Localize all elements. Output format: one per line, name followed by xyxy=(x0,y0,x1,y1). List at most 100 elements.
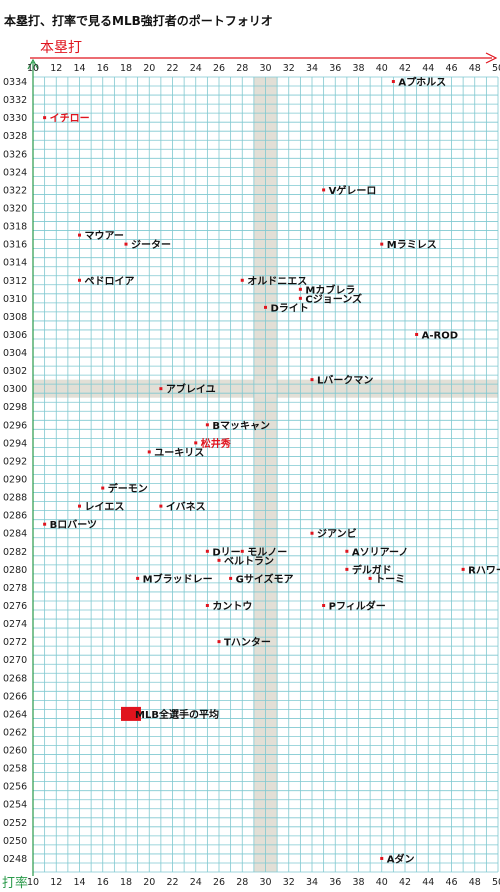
x-tick-label: 20 xyxy=(143,877,155,888)
data-point xyxy=(310,531,314,535)
y-tick-label: 0334 xyxy=(3,77,27,88)
data-point xyxy=(264,305,267,309)
point-label: Mラミレス xyxy=(387,239,437,251)
data-point xyxy=(43,116,47,120)
x-tick-label: 16 xyxy=(97,877,109,888)
data-point xyxy=(78,233,81,237)
point-label: Cジョーンズ xyxy=(305,292,362,305)
point-label: Vゲレーロ xyxy=(329,184,377,197)
y-tick-label: 0328 xyxy=(3,131,27,142)
data-point xyxy=(205,423,209,427)
y-tick-label: 0272 xyxy=(3,637,27,648)
data-point xyxy=(136,576,140,580)
data-point xyxy=(205,603,209,607)
x-tick-labels-top: 10 12 14 16 18 20 22 24 26 28 30 32 34 36 38 40 42 44 46 48… xyxy=(27,63,500,74)
data-point xyxy=(217,640,221,644)
y-tick-label: 0254 xyxy=(3,800,27,811)
y-tick-label: 0326 xyxy=(3,149,27,160)
x-tick-label: 26 xyxy=(213,877,225,888)
y-tick-label: 0278 xyxy=(3,583,27,594)
data-point xyxy=(124,242,128,246)
data-point xyxy=(368,576,372,580)
chart-title: 本塁打、打率で見るMLB強打者のポートフォリオ xyxy=(4,14,273,28)
x-tick-label: 46 xyxy=(445,877,457,888)
point-label: ジアンビ xyxy=(317,527,357,540)
point-label: Lバークマン xyxy=(317,375,373,387)
y-tick-label: 0268 xyxy=(3,673,27,684)
y-tick-labels: 0334 0332 0330 0328 0326 0324 0322 0320 0318 0316… xyxy=(3,77,27,865)
y-tick-label: 0264 xyxy=(3,709,27,720)
point-label: モルノー xyxy=(247,547,287,558)
point-label: トーミ xyxy=(375,573,405,585)
data-point xyxy=(159,387,163,391)
point-label: Gサイズモア xyxy=(236,572,294,585)
y-tick-label: 0280 xyxy=(3,565,27,576)
data-point xyxy=(43,522,47,526)
point-label: ペドロイア xyxy=(85,275,135,287)
data-point xyxy=(194,441,198,445)
x-tick-label: 24 xyxy=(190,877,202,888)
x-tick-label: 20 xyxy=(143,63,155,74)
point-label: Bマッキャン xyxy=(212,420,270,432)
y-tick-label: 0300 xyxy=(3,384,27,395)
y-tick-label: 0290 xyxy=(3,475,27,486)
data-point xyxy=(298,287,302,291)
point-label: Aダン xyxy=(387,852,415,865)
y-tick-label: 0248 xyxy=(3,854,27,865)
point-label: Mブラッドレー xyxy=(143,572,213,585)
y-tick-label: 0258 xyxy=(3,764,27,775)
data-point xyxy=(159,504,163,508)
data-point xyxy=(101,486,105,490)
x-tick-label: 40 xyxy=(376,877,388,888)
x-tick-label: 12 xyxy=(50,63,62,74)
x-tick-label: 10 xyxy=(27,63,39,74)
y-axis-label: 打率 xyxy=(2,875,28,891)
point-label: A-ROD xyxy=(422,330,458,341)
data-point xyxy=(229,576,233,580)
x-tick-label: 22 xyxy=(166,63,178,74)
data-point xyxy=(147,450,151,454)
point-label: Aプホルス xyxy=(398,76,446,89)
point-label: Mカブレラ xyxy=(305,283,355,296)
y-tick-label: 0286 xyxy=(3,511,27,522)
data-point xyxy=(345,567,349,571)
point-label: アブレイユ xyxy=(166,383,216,396)
y-tick-label: 0288 xyxy=(3,493,27,504)
y-tick-label: 0316 xyxy=(3,240,27,251)
x-axis-label: 本塁打 xyxy=(40,39,82,56)
point-label: Aソリアーノ xyxy=(352,546,409,558)
y-tick-label: 0308 xyxy=(3,312,27,323)
data-point xyxy=(298,296,302,300)
y-tick-label: 0312 xyxy=(3,276,27,287)
x-tick-label: 48 xyxy=(469,63,481,74)
y-tick-label: 0256 xyxy=(3,782,27,793)
x-tick-label: 24 xyxy=(190,63,202,74)
point-label: デルガド xyxy=(352,563,392,576)
data-point xyxy=(415,332,419,336)
y-tick-label: 0304 xyxy=(3,348,27,359)
data-point xyxy=(380,242,384,246)
y-tick-label: 0262 xyxy=(3,727,27,738)
point-label: カントウ xyxy=(212,600,252,612)
data-point xyxy=(380,856,384,860)
x-tick-label: 32 xyxy=(283,877,295,888)
y-tick-label: 0318 xyxy=(3,222,27,233)
x-tick-label: 14 xyxy=(73,63,85,74)
x-tick-labels-bottom: 10 12 14 16 18 20 22 24 26 28 30 32 34 36 38 40 42 44 46 48… xyxy=(27,877,500,888)
y-tick-label: 0292 xyxy=(3,456,27,467)
point-label: Dリー xyxy=(212,546,240,558)
x-tick-label: 44 xyxy=(422,63,434,74)
x-tick-label: 50 xyxy=(492,877,500,888)
y-tick-label: 0306 xyxy=(3,330,27,341)
y-tick-label: 0250 xyxy=(3,836,27,847)
x-tick-label: 38 xyxy=(352,877,364,888)
point-label: MLB全選手の平均 xyxy=(135,708,219,721)
point-label: ベルトラン xyxy=(224,555,274,567)
x-tick-label: 26 xyxy=(213,63,225,74)
data-point xyxy=(461,567,465,571)
y-tick-label: 0322 xyxy=(3,185,27,196)
x-tick-label: 18 xyxy=(120,63,132,74)
x-tick-label: 28 xyxy=(236,877,248,888)
